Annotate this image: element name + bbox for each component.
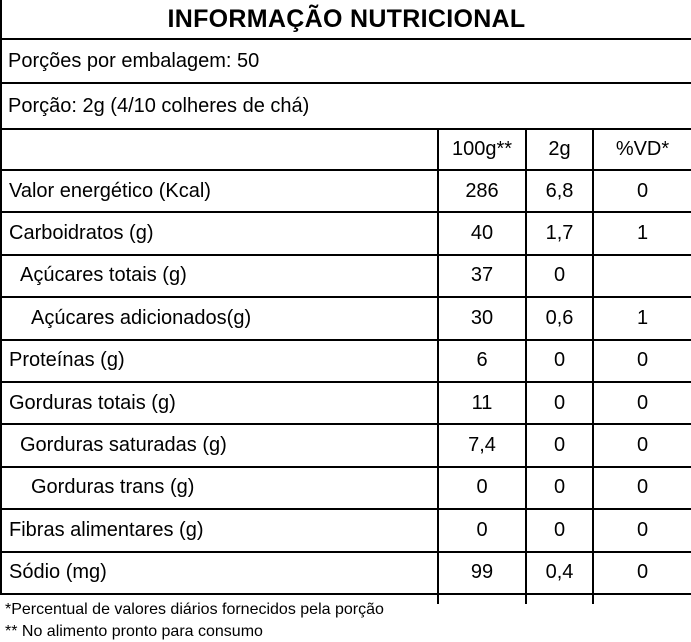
value-100g: 11 (437, 382, 525, 424)
table-row-acucares-totais: Açúcares totais (g) 37 0 (2, 255, 691, 299)
row-label: Açúcares adicionados(g) (31, 306, 252, 329)
value-100g: 7,4 (437, 425, 525, 466)
value-2g: 0 (525, 510, 592, 551)
value-2g: 0,6 (525, 298, 592, 339)
table-row-carboidratos: Carboidratos (g) 40 1,7 1 (2, 213, 691, 256)
value-100g: 30 (437, 298, 525, 339)
value-percent-dv: 1 (592, 213, 691, 254)
value-2g: 0,4 (525, 552, 592, 593)
portion-size-line: Porção: 2g (4/10 colheres de chá) (2, 84, 691, 130)
value-percent-dv: 0 (592, 552, 691, 593)
footnotes-area: *Percentual de valores diários fornecido… (0, 594, 691, 642)
table-row-valor-energetico: Valor energético (Kcal) 286 6,8 0 (2, 171, 691, 214)
column-divider-stub (525, 594, 527, 604)
row-label: Gorduras trans (g) (31, 476, 195, 499)
value-percent-dv: 0 (592, 382, 691, 424)
row-label: Açúcares totais (g) (20, 264, 187, 287)
header-nutrient-column-blank (2, 130, 437, 169)
row-label: Fibras alimentares (g) (9, 518, 204, 541)
table-row-gorduras-totais: Gorduras totais (g) 11 0 0 (2, 382, 691, 426)
footnote-daily-values: *Percentual de valores diários fornecido… (5, 600, 384, 618)
value-100g: 40 (437, 213, 525, 254)
table-row-proteinas: Proteínas (g) 6 0 0 (2, 340, 691, 383)
value-percent-dv: 1 (592, 298, 691, 339)
servings-per-package-text: Porções por embalagem: 50 (8, 49, 260, 72)
column-header-2g: 2g (525, 130, 592, 169)
value-100g: 6 (437, 340, 525, 381)
column-divider-stub (437, 594, 439, 604)
table-row-acucares-adicionados: Açúcares adicionados(g) 30 0,6 1 (2, 298, 691, 341)
value-100g: 99 (437, 552, 525, 593)
value-percent-dv: 0 (592, 340, 691, 381)
value-percent-dv: 0 (592, 467, 691, 509)
table-header-row: 100g** 2g %VD* (2, 130, 691, 171)
value-percent-dv: 0 (592, 510, 691, 551)
value-100g: 0 (437, 467, 525, 509)
value-2g: 0 (525, 467, 592, 509)
row-label: Sódio (mg) (9, 561, 107, 584)
column-divider-stub (592, 594, 594, 604)
nutrition-table: 100g** 2g %VD* Valor energético (Kcal) 2… (2, 130, 691, 595)
value-percent-dv (592, 255, 691, 297)
table-row-gorduras-saturadas: Gorduras saturadas (g) 7,4 0 0 (2, 425, 691, 468)
value-100g: 37 (437, 255, 525, 297)
value-2g: 0 (525, 425, 592, 466)
value-percent-dv: 0 (592, 171, 691, 212)
portion-size-text: Porção: 2g (4/10 colheres de chá) (8, 94, 310, 117)
value-2g: 0 (525, 340, 592, 381)
table-row-fibras-alimentares: Fibras alimentares (g) 0 0 0 (2, 510, 691, 553)
value-2g: 0 (525, 382, 592, 424)
value-2g: 6,8 (525, 171, 592, 212)
row-label: Gorduras totais (g) (9, 391, 176, 414)
row-label: Gorduras saturadas (g) (20, 434, 227, 457)
value-100g: 0 (437, 510, 525, 551)
servings-per-package-line: Porções por embalagem: 50 (2, 40, 691, 84)
row-label: Carboidratos (g) (9, 222, 154, 245)
row-label: Valor energético (Kcal) (9, 179, 211, 202)
nutrition-label-bordered-area: INFORMAÇÃO NUTRICIONAL Porções por embal… (0, 0, 691, 595)
footnote-prepared-food: ** No alimento pronto para consumo (5, 622, 263, 640)
page-title: INFORMAÇÃO NUTRICIONAL (2, 0, 691, 40)
value-percent-dv: 0 (592, 425, 691, 466)
table-row-gorduras-trans: Gorduras trans (g) 0 0 0 (2, 467, 691, 511)
table-row-sodio: Sódio (mg) 99 0,4 0 (2, 552, 691, 595)
column-header-100g: 100g** (437, 130, 525, 169)
value-2g: 1,7 (525, 213, 592, 254)
value-100g: 286 (437, 171, 525, 212)
column-header-percent-dv: %VD* (592, 130, 691, 169)
value-2g: 0 (525, 255, 592, 297)
row-label: Proteínas (g) (9, 349, 125, 372)
